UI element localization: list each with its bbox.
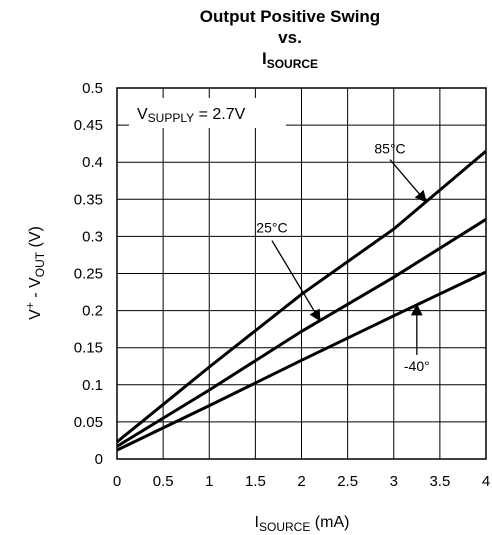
x-tick-label: 3 [390, 473, 398, 490]
series-lines [116, 149, 487, 452]
series-annotation-label: 85°C [374, 141, 405, 157]
y-tick-label: 0.15 [74, 340, 103, 357]
supply-annotation: VSUPPLY = 2.7V [137, 106, 246, 125]
y-label-sup: + [23, 302, 37, 309]
series-line-1 [116, 149, 487, 444]
supply-value: = 2.7V [194, 106, 245, 123]
x-axis-label: ISOURCE (mA) [255, 514, 350, 534]
supply-annotation-box [129, 98, 286, 128]
x-label-unit: (mA) [310, 514, 349, 531]
x-tick-label: 2.5 [337, 473, 358, 490]
y-tick-label: 0.05 [74, 414, 103, 431]
x-tick-label: 1 [205, 473, 213, 490]
y-tick-label: 0 [95, 451, 103, 468]
y-tick-label: 0.45 [74, 117, 103, 134]
series-line-3 [116, 270, 487, 452]
annotation-arrow [389, 159, 427, 203]
chart-title-line-2: vs. [278, 28, 302, 47]
y-tick-label: 0.5 [82, 80, 103, 97]
title-i: I [262, 49, 267, 68]
y-label-sub: OUT [33, 251, 47, 277]
y-tick-label: 0.25 [74, 266, 103, 283]
annotation-arrow [271, 240, 321, 322]
y-label-v: V [27, 309, 44, 320]
x-tick-label: 0 [113, 473, 121, 490]
x-tick-label: 2 [297, 473, 305, 490]
y-tick-label: 0.35 [74, 191, 103, 208]
y-tick-labels: 0 0.05 0.1 0.15 0.2 0.25 0.3 0.35 0.4 0.45 0.5 [74, 80, 103, 468]
y-tick-label: 0.1 [82, 377, 103, 394]
x-tick-label: 1.5 [245, 473, 266, 490]
x-label-sub: SOURCE [259, 520, 310, 534]
y-tick-label: 0.3 [82, 228, 103, 245]
x-tick-label: 4 [482, 473, 490, 490]
grid [116, 87, 487, 460]
series-line-2 [116, 218, 487, 448]
series-annotation-label: -40° [404, 358, 430, 374]
y-tick-label: 0.4 [82, 154, 103, 171]
y-label-unit: (V) [27, 226, 44, 252]
y-axis-label: V+ - VOUT (V) [23, 226, 47, 320]
y-label-mid: - V [27, 277, 44, 302]
series-annotations: 85°C 25°C -40° [256, 141, 429, 374]
chart-title-line-3: ISOURCE [262, 49, 318, 71]
series-annotation-label: 25°C [256, 220, 287, 236]
x-tick-labels: 0 0.5 1 1.5 2 2.5 3 3.5 4 [113, 473, 490, 490]
title-sub: SOURCE [267, 57, 318, 71]
x-tick-label: 3.5 [429, 473, 450, 490]
supply-v: V [137, 106, 148, 123]
x-label-i: I [255, 514, 259, 531]
y-tick-label: 0.2 [82, 303, 103, 320]
chart-title-line-1: Output Positive Swing [200, 7, 380, 26]
supply-sub: SUPPLY [148, 111, 194, 125]
x-tick-label: 0.5 [153, 473, 174, 490]
